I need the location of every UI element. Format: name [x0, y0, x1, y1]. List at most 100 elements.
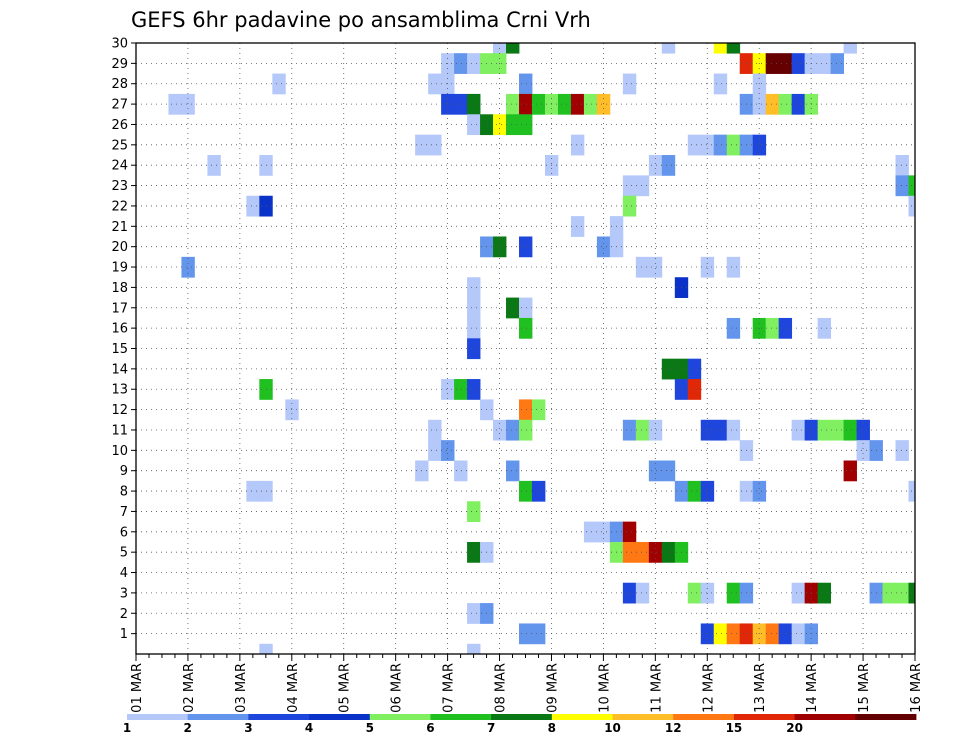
heatmap-cell [622, 73, 637, 95]
x-tick-label: 05 MAR [338, 663, 353, 713]
colorbar-swatch [673, 714, 735, 720]
y-tick-label: 19 [111, 261, 128, 276]
heatmap-cell [791, 419, 806, 441]
y-tick-label: 26 [111, 118, 128, 133]
x-tick-label: 12 MAR [701, 663, 716, 713]
heatmap-cell [635, 256, 650, 278]
heatmap-cell [467, 603, 481, 624]
heatmap-cell [181, 256, 195, 278]
heatmap-cell [687, 379, 702, 400]
heatmap-cell [454, 53, 468, 74]
heatmap-cell [700, 134, 715, 156]
heatmap-cell [570, 134, 585, 156]
colorbar-label: 4 [305, 721, 313, 735]
heatmap-cell [583, 93, 598, 115]
y-tick-label: 29 [111, 57, 128, 72]
y-tick-label: 25 [111, 138, 128, 153]
colorbar-swatch [491, 714, 553, 720]
heatmap-cell [648, 155, 663, 176]
heatmap-cell [519, 317, 533, 339]
heatmap-cell [467, 93, 481, 115]
heatmap-cell [519, 297, 533, 319]
colorbar-swatch [309, 714, 371, 720]
y-tick-label: 13 [111, 383, 128, 398]
heatmap-cell [713, 134, 728, 156]
heatmap-cell [519, 419, 533, 441]
colorbar-swatch [733, 714, 796, 720]
heatmap-cell [778, 623, 793, 645]
heatmap-cell [467, 53, 481, 74]
y-tick-label: 9 [120, 464, 128, 479]
heatmap-cell [467, 277, 481, 298]
heatmap-cell [856, 419, 870, 441]
heatmap-cell [817, 317, 832, 339]
heatmap-cell [207, 155, 221, 176]
x-tick-label: 04 MAR [286, 663, 301, 713]
heatmap-cell [441, 93, 455, 115]
heatmap-cell [817, 53, 832, 74]
heatmap-cell [622, 175, 637, 197]
heatmap-cell [791, 623, 806, 645]
heatmap-cell [713, 73, 728, 95]
y-tick-label: 20 [111, 240, 128, 255]
heatmap-cell [259, 643, 273, 655]
heatmap-cell [428, 134, 442, 156]
y-tick-label: 3 [120, 586, 128, 601]
heatmap-cell [467, 501, 481, 523]
y-tick-label: 28 [111, 77, 128, 92]
heatmap-cell [843, 43, 857, 54]
heatmap-cell [622, 541, 637, 563]
colorbar-swatch [248, 714, 310, 720]
heatmap-cell [519, 480, 533, 502]
x-tick-label: 14 MAR [805, 663, 820, 713]
heatmap-cell [700, 256, 715, 278]
heatmap-cell [752, 134, 767, 156]
heatmap-cell [700, 480, 715, 502]
heatmap-cell [648, 419, 663, 441]
heatmap-cell [648, 460, 663, 482]
heatmap-cell [506, 419, 520, 441]
heatmap-cell [635, 175, 650, 197]
x-tick-label: 06 MAR [390, 663, 405, 713]
y-axis: 1234567891011121314151617181920212223242… [111, 37, 136, 642]
heatmap-cell [570, 216, 585, 237]
heatmap-cell [246, 195, 260, 217]
heatmap-cell [687, 134, 702, 156]
x-tick-label: 11 MAR [649, 663, 664, 713]
heatmap-cell [441, 379, 455, 400]
colorbar-swatch [369, 714, 431, 720]
colorbar-label: 12 [665, 721, 682, 735]
heatmap-cell [506, 297, 520, 319]
y-tick-label: 22 [111, 199, 128, 214]
heatmap-cell [726, 43, 741, 54]
colorbar-label: 1 [123, 721, 131, 735]
heatmap-cell [856, 440, 870, 461]
heatmap-cell [661, 541, 676, 563]
y-tick-label: 4 [120, 566, 128, 581]
heatmap-cell [895, 582, 909, 604]
heatmap-cell [467, 379, 481, 400]
heatmap-cell [661, 460, 676, 482]
heatmap-cell [519, 93, 533, 115]
x-tick-label: 15 MAR [857, 663, 872, 713]
heatmap-cell [519, 623, 533, 645]
y-tick-label: 7 [120, 505, 128, 520]
y-tick-label: 23 [111, 179, 128, 194]
heatmap-cell [596, 93, 611, 115]
colorbar-swatch [187, 714, 249, 720]
heatmap-cell [506, 43, 520, 54]
x-tick-label: 02 MAR [182, 663, 197, 713]
heatmap-cell [519, 399, 533, 421]
heatmap-cell [661, 155, 676, 176]
colorbar-label: 6 [426, 721, 434, 735]
heatmap-cell [765, 317, 780, 339]
x-tick-label: 07 MAR [442, 663, 457, 713]
y-tick-label: 30 [111, 37, 128, 52]
chart-title: GEFS 6hr padavine po ansamblima Crni Vrh [131, 8, 591, 32]
y-tick-label: 27 [111, 98, 128, 113]
colorbar-swatch [551, 714, 613, 720]
y-tick-label: 5 [120, 546, 128, 561]
heatmap-cell [752, 93, 767, 115]
heatmap-cell [843, 419, 857, 441]
heatmap-cell [687, 480, 702, 502]
